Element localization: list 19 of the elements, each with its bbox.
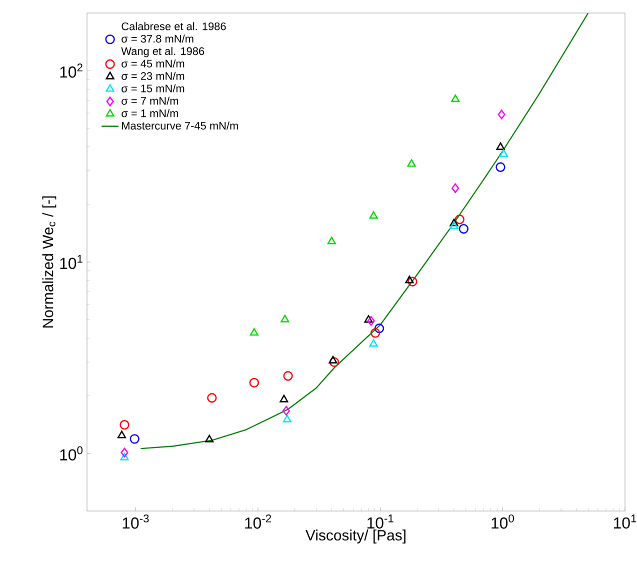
x-tick-label: 10$^{-2}$: [245, 514, 272, 529]
y-axis-title: Normalized We$_{c}$ / [-]: [42, 196, 56, 328]
x-tick-label: 10$^{-3}$: [122, 514, 149, 529]
y-tick-label: 10$^{2}$: [60, 64, 82, 78]
legend-label: σ = 37.8 mN/m: [122, 34, 194, 43]
legend-label: σ = 1 mN/m: [122, 109, 178, 118]
x-axis-title: Viscosity/ [Pas]: [306, 530, 406, 544]
x-tick-label: 10$^{0}$: [492, 514, 514, 529]
annotation: Wang et al. 1986: [121, 47, 204, 58]
x-tick-label: 10$^{-1}$: [367, 514, 394, 529]
x-tick-label: 10$^{1}$: [614, 514, 636, 529]
annotation: Calabrese et al. 1986: [122, 22, 226, 30]
legend-label: σ = 23 mN/m: [122, 72, 184, 80]
y-tick-label: 10$^{0}$: [60, 446, 83, 460]
legend-label: σ = 45 mN/m: [122, 59, 184, 68]
y-tick-label: 10$^{1}$: [60, 254, 82, 270]
legend-label: σ = 7 mN/m: [122, 96, 178, 105]
legend-label: Mastercurve 7-45 mN/m: [122, 122, 238, 130]
legend-label: σ = 15 mN/m: [122, 84, 184, 92]
